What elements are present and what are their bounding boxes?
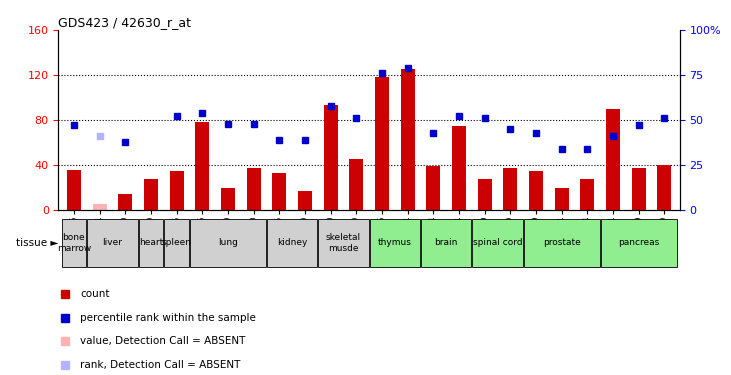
Text: lung: lung	[218, 238, 238, 248]
Bar	[144, 178, 158, 210]
Bar	[190, 219, 266, 267]
Bar	[477, 178, 492, 210]
Bar	[657, 165, 672, 210]
Bar	[272, 173, 287, 210]
Bar	[555, 188, 569, 210]
Text: percentile rank within the sample: percentile rank within the sample	[80, 313, 256, 323]
Bar	[139, 219, 163, 267]
Bar	[529, 171, 543, 210]
Bar	[298, 191, 312, 210]
Bar	[523, 219, 599, 267]
Text: rank, Detection Call = ABSENT: rank, Detection Call = ABSENT	[80, 360, 240, 370]
Bar	[606, 109, 620, 210]
Bar	[632, 168, 645, 210]
Bar	[426, 166, 440, 210]
Bar	[452, 126, 466, 210]
Bar	[370, 219, 420, 267]
Bar	[472, 219, 523, 267]
Bar	[504, 168, 518, 210]
Text: prostate: prostate	[543, 238, 580, 248]
Text: kidney: kidney	[277, 238, 307, 248]
Bar	[93, 204, 107, 210]
Text: bone
marrow: bone marrow	[57, 233, 91, 252]
Bar	[267, 219, 317, 267]
Bar	[421, 219, 471, 267]
Bar	[61, 219, 86, 267]
Bar	[401, 69, 414, 210]
Text: count: count	[80, 290, 110, 299]
Bar	[195, 122, 209, 210]
Bar	[324, 105, 338, 210]
Bar	[318, 219, 368, 267]
Text: pancreas: pancreas	[618, 238, 659, 248]
Bar	[375, 77, 389, 210]
Text: skeletal
musde: skeletal musde	[326, 233, 361, 252]
Bar	[87, 219, 137, 267]
Bar	[580, 178, 594, 210]
Text: spinal cord: spinal cord	[473, 238, 523, 248]
Text: liver: liver	[102, 238, 122, 248]
Bar	[349, 159, 363, 210]
Text: brain: brain	[434, 238, 458, 248]
Bar	[118, 194, 132, 210]
Text: tissue ►: tissue ►	[15, 238, 58, 248]
Bar	[170, 171, 183, 210]
Bar	[246, 168, 261, 210]
Text: heart: heart	[139, 238, 163, 248]
Text: GDS423 / 42630_r_at: GDS423 / 42630_r_at	[58, 16, 192, 29]
Bar	[164, 219, 189, 267]
Bar	[67, 170, 81, 210]
Text: value, Detection Call = ABSENT: value, Detection Call = ABSENT	[80, 336, 246, 346]
Text: spleen: spleen	[162, 238, 192, 248]
Bar	[601, 219, 677, 267]
Bar	[221, 188, 235, 210]
Text: thymus: thymus	[378, 238, 412, 248]
